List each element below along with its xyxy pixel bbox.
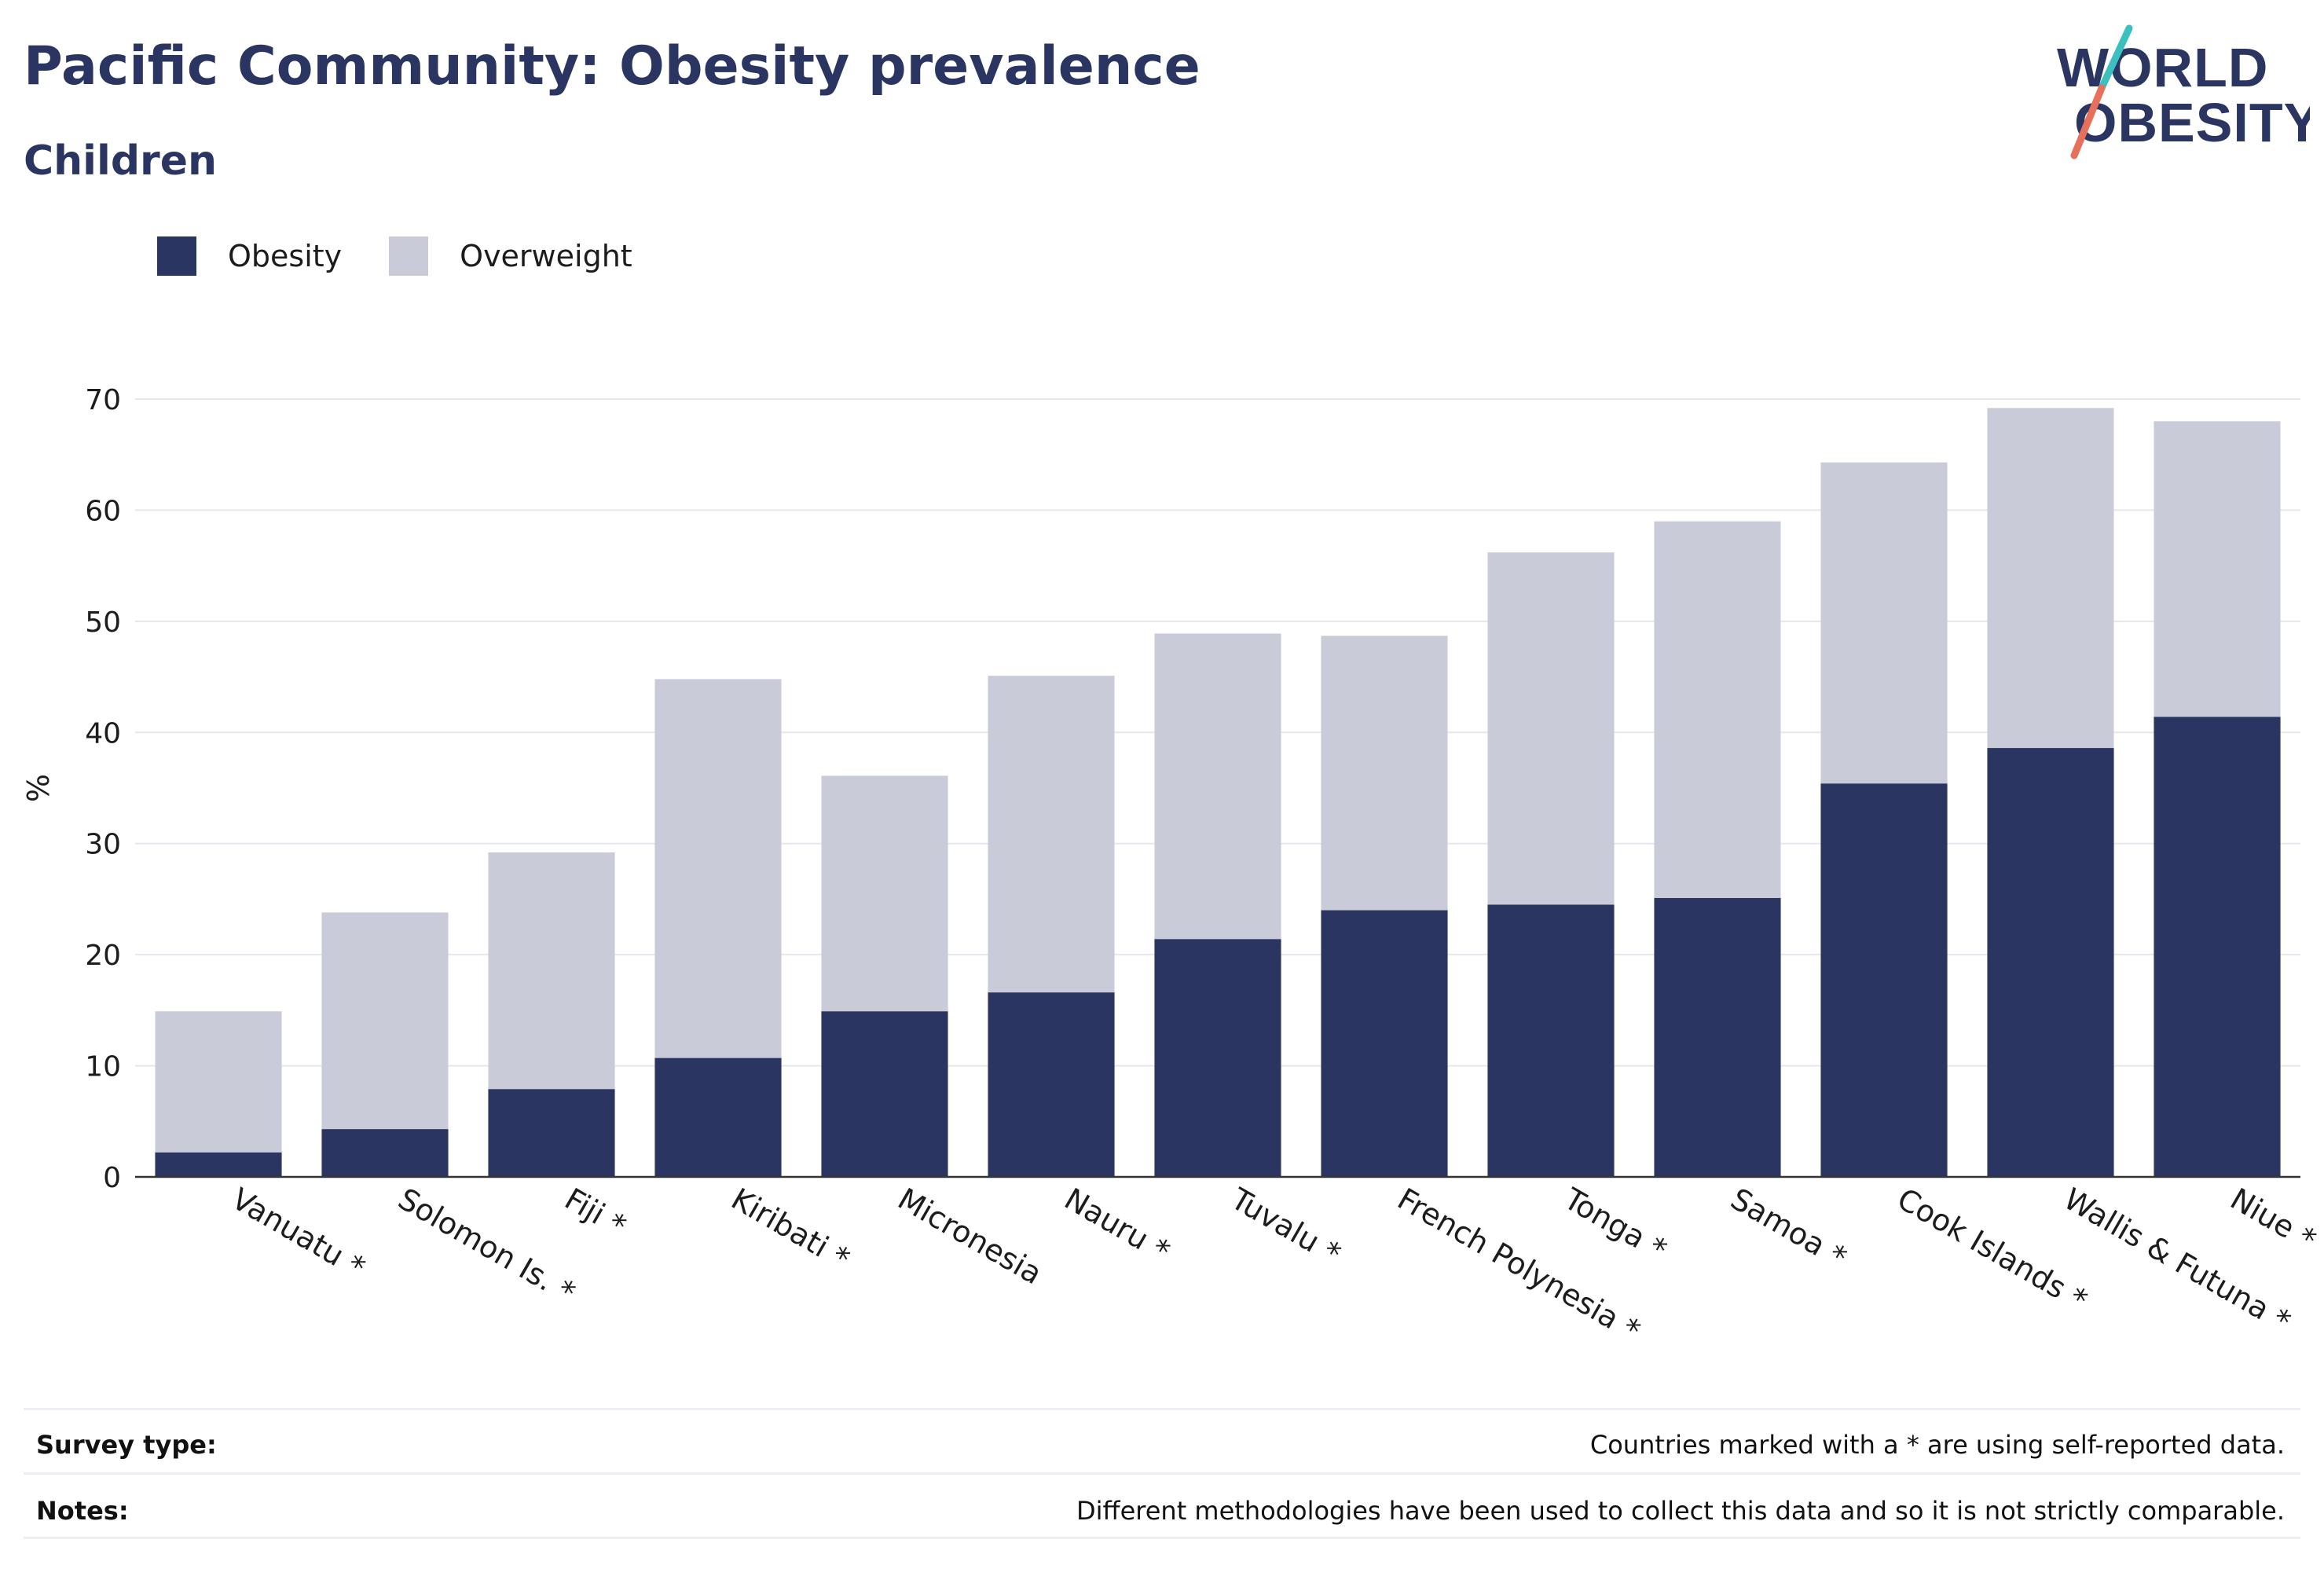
x-tick-label: Fiji * (559, 1182, 632, 1244)
y-tick-label: 60 (85, 495, 121, 527)
x-tick-label: Kiribati * (726, 1182, 856, 1277)
bar-overweight (1820, 462, 1948, 784)
y-tick-label: 0 (103, 1162, 121, 1194)
y-tick-label: 40 (85, 717, 121, 750)
bar-obesity (654, 1057, 782, 1177)
legend-swatch-overweight (389, 236, 429, 276)
logo-slash-top (2098, 24, 2133, 92)
bar-overweight (1154, 633, 1281, 940)
bar-obesity (1820, 783, 1948, 1177)
bar-obesity (1987, 748, 2114, 1177)
legend-swatch-obesity (157, 236, 196, 276)
bar-overweight (988, 676, 1115, 993)
x-tick-label: Solomon Is. * (393, 1182, 581, 1310)
bar-overweight (488, 852, 615, 1090)
bar-obesity (988, 992, 1115, 1177)
bar-obesity (155, 1152, 282, 1177)
bar-overweight (1321, 636, 1448, 911)
bar-obesity (1154, 939, 1281, 1177)
bar-overweight (2154, 421, 2281, 717)
survey-type-label: Survey type: (36, 1430, 217, 1460)
legend-label-obesity: Obesity (228, 239, 343, 273)
y-tick-label: 50 (85, 607, 121, 639)
chart-legend: Obesity Overweight (157, 233, 680, 280)
x-tick-label: Vanuatu * (226, 1182, 372, 1285)
bar-obesity (488, 1089, 615, 1177)
x-tick-label: Micronesia (893, 1182, 1048, 1292)
bar-overweight (321, 912, 449, 1130)
chart-subtitle: Children (24, 137, 217, 185)
y-tick-label: 70 (85, 384, 121, 416)
world-obesity-logo: WORLD OBESITY (2057, 24, 2310, 159)
x-tick-label: Tuvalu * (1225, 1181, 1347, 1271)
x-tick-label: Nauru * (1059, 1182, 1176, 1269)
bar-obesity (1654, 898, 1781, 1177)
x-tick-label: Samoa * (1725, 1182, 1853, 1275)
legend-label-overweight: Overweight (460, 239, 632, 273)
bar-obesity (1487, 904, 1615, 1177)
bar-overweight (654, 679, 782, 1058)
bar-overweight (1487, 552, 1615, 905)
legend-item-obesity[interactable]: Obesity (157, 236, 342, 276)
y-tick-label: 20 (85, 940, 121, 972)
footer-divider-top (24, 1408, 2300, 1410)
x-tick-label: Tonga * (1558, 1181, 1673, 1267)
logo-text-world: WORLD (2057, 37, 2268, 98)
y-tick-label: 10 (85, 1051, 121, 1083)
bar-overweight (1987, 408, 2114, 749)
notes-value: Different methodologies have been used t… (1076, 1496, 2285, 1526)
bar-overweight (1654, 521, 1781, 899)
footer-divider-bottom (24, 1537, 2300, 1539)
legend-item-overweight[interactable]: Overweight (389, 236, 632, 276)
footer-divider-middle (24, 1472, 2300, 1475)
y-axis-label: % (21, 774, 56, 802)
chart-title: Pacific Community: Obesity prevalence (24, 35, 1200, 97)
bar-obesity (2154, 717, 2281, 1177)
bar-overweight (821, 775, 948, 1012)
logo-slash-bottom (2070, 84, 2106, 159)
bar-obesity (321, 1129, 449, 1177)
bar-obesity (821, 1011, 948, 1177)
bar-obesity (1321, 910, 1448, 1177)
logo-text-obesity: OBESITY (2074, 92, 2310, 153)
y-tick-label: 30 (85, 829, 121, 861)
notes-label: Notes: (36, 1496, 129, 1526)
x-tick-label: Niue * (2225, 1182, 2322, 1258)
survey-type-value: Countries marked with a * are using self… (1589, 1430, 2285, 1460)
bar-overweight (155, 1011, 282, 1153)
